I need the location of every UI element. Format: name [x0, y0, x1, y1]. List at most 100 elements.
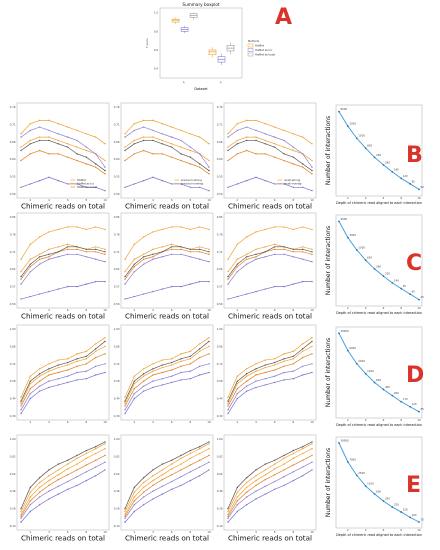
line-chart-y-tick: 1.00	[10, 327, 16, 331]
line-series	[20, 441, 106, 509]
line-point	[170, 375, 173, 377]
line-point	[292, 163, 295, 165]
log-chart-x-tick: 10	[417, 418, 421, 422]
line-point	[180, 360, 182, 363]
line-point	[94, 356, 97, 359]
line-point	[142, 149, 145, 152]
line-series	[227, 136, 313, 161]
panel-letter-d: D	[406, 363, 424, 388]
line-point	[292, 146, 295, 148]
line-point	[311, 443, 313, 445]
line-point	[189, 163, 192, 165]
log-point	[355, 362, 358, 365]
line-point	[227, 146, 229, 148]
line-point	[48, 256, 50, 258]
line-chart-y-tick: 0.28	[217, 507, 223, 511]
line-point	[29, 139, 32, 142]
line-point	[76, 248, 78, 251]
line-point	[180, 183, 182, 185]
line-point	[208, 189, 210, 192]
line-point	[133, 243, 136, 246]
line-point	[245, 263, 248, 265]
line-point	[245, 236, 248, 238]
line-point	[124, 283, 126, 285]
line-point	[124, 521, 126, 523]
line-point	[161, 228, 164, 231]
line-point	[264, 474, 267, 476]
line-point	[245, 253, 248, 255]
line-point	[301, 348, 304, 350]
line-chart-y-tick: 1.00	[217, 327, 223, 331]
line-point	[227, 275, 229, 278]
line-point	[57, 493, 60, 495]
line-point	[198, 446, 201, 448]
line-point	[311, 261, 313, 263]
line-series	[227, 281, 312, 300]
line-point	[198, 459, 201, 461]
line-point	[170, 146, 173, 148]
line-point	[180, 253, 182, 255]
line-point	[20, 136, 22, 138]
line-point	[283, 353, 285, 355]
line-point	[38, 385, 41, 387]
line-point	[38, 486, 41, 489]
line-chart-x-tick: 8	[86, 420, 88, 424]
line-point	[264, 143, 267, 145]
line-chart-legend-entry: precision-overlap	[181, 181, 204, 185]
log-point	[346, 125, 349, 128]
line-chart-y-tick: 0.58	[114, 379, 120, 383]
line-series	[124, 443, 210, 512]
line-chart-y-tick: 0.78	[10, 232, 16, 236]
line-point	[161, 493, 164, 495]
line-chart-x-tick: 2	[30, 308, 32, 312]
line-chart-y-tick: 0.86	[217, 344, 223, 348]
line-point	[66, 381, 69, 384]
line-series	[227, 248, 313, 280]
line-series	[124, 253, 210, 285]
line-point	[152, 290, 154, 293]
line-point	[311, 447, 313, 450]
line-point	[66, 156, 69, 158]
line-chart-y-tick: 0.50	[114, 192, 120, 196]
line-chart-x-tick: 8	[86, 530, 88, 534]
line-point	[236, 397, 239, 400]
line-point	[66, 463, 69, 465]
log-point-label: 260	[394, 391, 399, 395]
line-point	[94, 280, 97, 283]
line-point	[198, 348, 201, 350]
line-series	[124, 126, 210, 168]
log-point-label: 220	[394, 503, 399, 507]
line-series	[227, 469, 313, 523]
line-point	[48, 153, 50, 155]
line-point	[170, 369, 173, 371]
log-point-label: 3000	[349, 233, 356, 237]
line-point	[198, 248, 201, 251]
line-point	[29, 123, 32, 125]
line-point	[180, 365, 182, 367]
line-point	[29, 183, 32, 185]
line-chart-y-tick: 0.72	[10, 362, 16, 366]
log-chart-x-tick: 10	[417, 528, 421, 532]
line-point	[255, 176, 257, 178]
line-chart-legend-entry: recall-strong	[284, 178, 301, 182]
log-point-label: 20000	[341, 329, 350, 333]
line-series	[124, 281, 209, 300]
line-point	[48, 290, 50, 293]
log-point	[346, 461, 349, 463]
line-point	[264, 371, 267, 374]
line-point	[283, 285, 285, 288]
line-point	[236, 123, 239, 125]
line-chart-y-tick: 0.76	[114, 105, 120, 109]
log-point	[364, 485, 367, 487]
line-point	[227, 149, 229, 152]
log-point	[364, 147, 367, 150]
boxplot-legend-swatch	[247, 52, 254, 57]
line-series	[124, 243, 210, 272]
line-point	[94, 452, 97, 455]
line-chart-x-tick: 4	[255, 308, 257, 312]
line-point	[198, 246, 201, 248]
line-point	[180, 153, 182, 155]
line-chart-y-tick: 0.10	[114, 524, 120, 528]
line-series	[227, 126, 313, 168]
